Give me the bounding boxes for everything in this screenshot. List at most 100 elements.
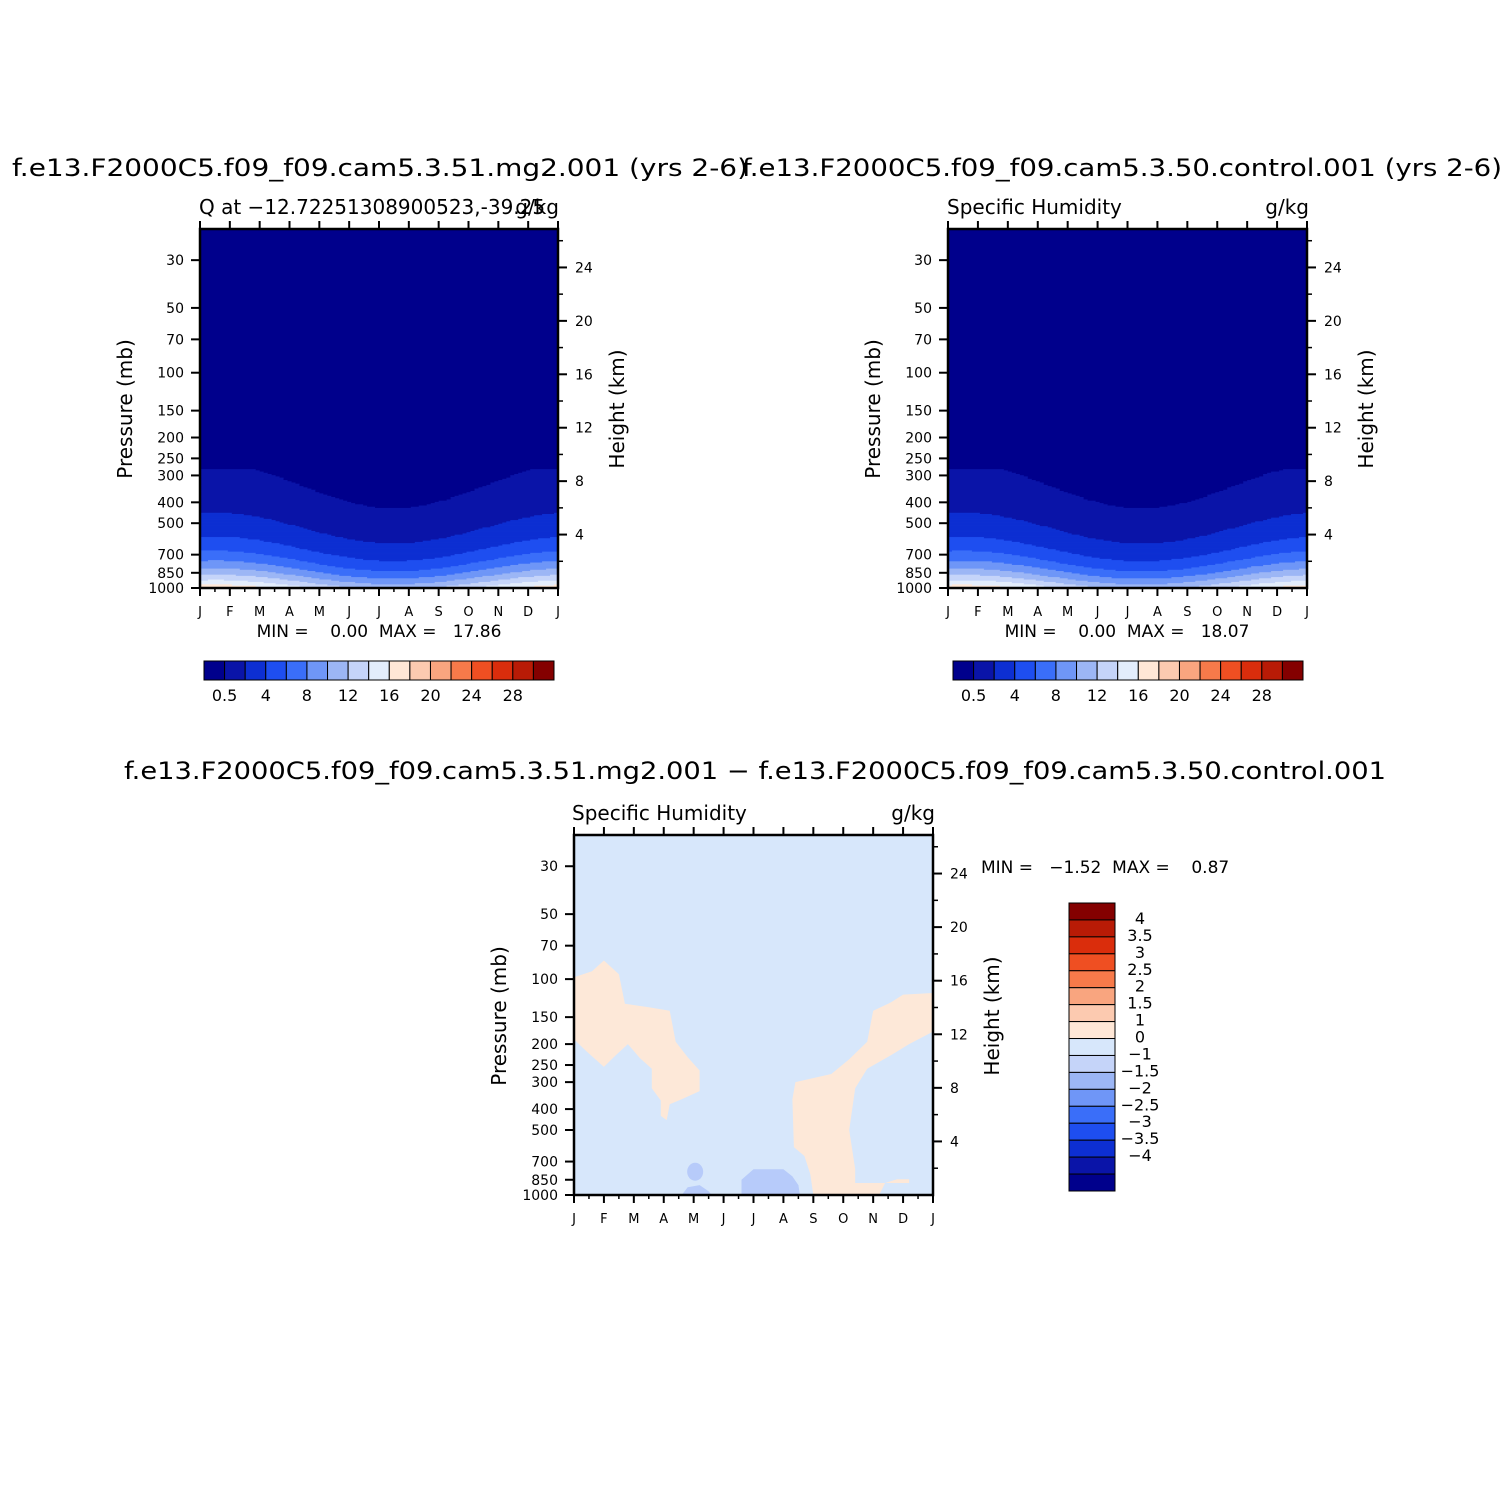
contour-cell [1279,516,1307,519]
contour-cell [1219,530,1307,533]
contour-cell [948,520,1025,522]
contour-cell [1023,583,1065,585]
contour-cell [1087,537,1196,539]
contour-cell [522,471,558,474]
contour-cell [948,463,1307,465]
contour-cell [299,484,487,487]
x-tick-label: A [779,1212,788,1227]
contour-cell [200,517,265,520]
contour-cell [239,537,344,539]
contour-cell [1183,557,1252,560]
contour-cell [1087,574,1196,577]
contour-cell [255,562,316,565]
y-tick-label: 100 [531,972,558,988]
y-tick-label: 850 [531,1173,558,1189]
contour-cell [1227,488,1307,491]
contour-cell [291,545,499,548]
contour-cell [331,573,456,576]
contour-cell [1011,554,1081,556]
contour-cell [259,470,527,473]
x-tick-label: S [435,605,443,620]
contour-cell [200,556,281,559]
contour-cell [1075,494,1208,497]
contour-cell [418,569,480,572]
contour-cell [1251,579,1307,582]
contour-cell [1299,537,1307,539]
contour-cell [1223,571,1272,573]
contour-cell [1207,573,1252,576]
contour-cell [948,478,1033,481]
contour-cell [351,501,436,504]
contour-cell [948,469,1005,471]
colorbar-label: 4 [1135,909,1145,928]
contour-cell [323,552,464,555]
contour-cell [948,518,1017,521]
contour-cell [1055,487,1228,490]
contour-cell [200,573,285,576]
colorbar-swatch [1137,660,1160,681]
contour-cell [1195,537,1300,539]
contour-cell [200,466,558,469]
contour-cell [991,551,1069,554]
contour-cell [498,480,558,482]
contour-cell [1123,560,1161,562]
contour-cell [200,480,289,482]
contour-cell [494,481,558,484]
y-tick-label: 400 [157,495,184,511]
colorbar-label: 8 [1051,686,1061,705]
contour-cell [1187,538,1288,541]
contour-cell [438,538,539,541]
contour-cell [1039,481,1244,484]
contour-cell [948,522,1033,525]
contour-cell [200,506,376,509]
contour-cell [200,563,269,566]
panel-difference: f.e13.F2000C5.f09_f09.cam5.3.51.mg2.001 … [124,757,1386,1227]
contour-cell [375,541,416,544]
y-tick-label: 100 [157,366,184,382]
colorbar-swatch [1068,953,1116,972]
contour-cell [1031,573,1081,576]
contour-cell [1195,499,1307,502]
contour-cell [1023,572,1073,575]
contour-cell [1279,562,1307,565]
x-tick-label: M [254,605,265,620]
contour-cell [331,534,456,537]
contour-cell [200,562,257,565]
colorbar-swatch [1014,660,1036,681]
contour-cell [283,566,336,568]
contour-cell [1271,517,1307,520]
contour-cell [200,584,233,587]
contour-cell [323,572,464,575]
contour-cell [1215,572,1260,575]
contour-cell [1291,551,1307,554]
contour-cell [1115,505,1168,508]
contour-cell [363,540,424,543]
contour-cell [1031,544,1252,547]
contour-cell [948,551,993,554]
contour-cell [235,574,297,577]
contour-cell [1043,482,1244,485]
contour-cell [948,516,1005,519]
colorbar-label: 2.5 [1127,960,1152,979]
contour-cell [1255,556,1307,559]
contour-cell [287,523,499,526]
contour-cell [287,480,499,482]
contour-cell [948,460,1307,463]
contour-cell [522,571,558,573]
contour-cell [1079,495,1208,498]
contour-cell [454,495,558,498]
contour-cell [999,569,1057,572]
contour-cell [243,551,320,554]
contour-cell [1079,573,1208,576]
colorbar-label: 28 [503,686,523,705]
x-tick-label: S [809,1212,817,1227]
contour-cell [200,581,265,584]
contour-cell [200,571,269,573]
contour-cell [1091,567,1192,570]
contour-cell [279,521,507,524]
contour-cell [1239,568,1300,571]
contour-cell [200,543,281,545]
contour-cell [948,457,1307,459]
contour-cell [231,584,289,587]
contour-cell [200,473,273,476]
